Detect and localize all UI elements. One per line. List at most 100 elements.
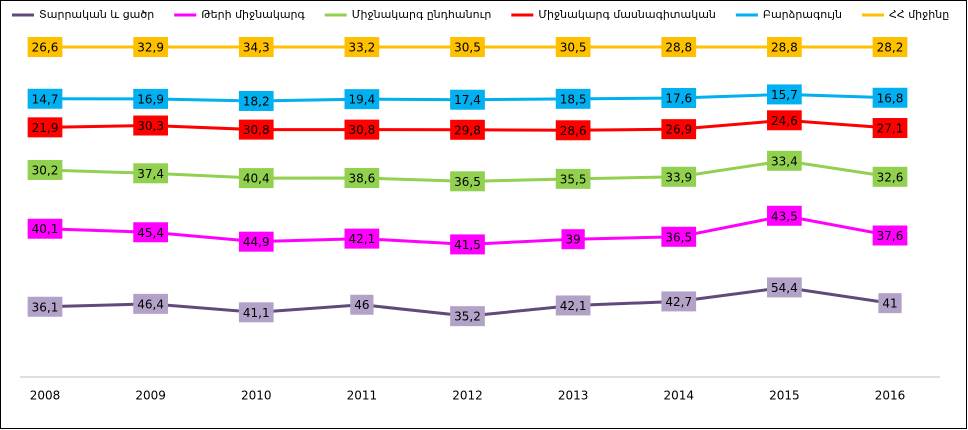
data-label-box — [450, 234, 485, 255]
data-label-text: 33,4 — [771, 154, 798, 168]
data-label-text: 33,2 — [349, 41, 376, 55]
data-label: 17,6 — [661, 87, 697, 108]
data-label-text: 26,6 — [32, 41, 59, 55]
data-label-box — [661, 226, 697, 247]
data-label-text: 42,1 — [560, 299, 587, 313]
data-label-box — [238, 168, 274, 189]
data-label-text: 40,4 — [243, 172, 270, 186]
data-label-box — [767, 110, 802, 131]
data-label-text: 41,1 — [243, 306, 270, 320]
data-label-box — [344, 89, 380, 110]
data-label-text: 34,3 — [243, 41, 270, 55]
data-label: 16,9 — [133, 88, 168, 109]
data-label-text: 36,5 — [454, 175, 481, 189]
legend-label: Տարրական և ցածր — [39, 8, 154, 21]
data-label-text: 28,8 — [665, 41, 692, 55]
legend-label: Բարձրագույն — [763, 8, 842, 21]
data-label: 40,4 — [238, 168, 274, 189]
data-label-box — [27, 117, 63, 138]
data-label-text: 38,6 — [349, 171, 376, 185]
x-tick-label: 2016 — [875, 389, 906, 403]
data-label-text: 18,5 — [560, 92, 587, 106]
data-label: 30,2 — [27, 159, 63, 180]
data-label-text: 54,4 — [771, 281, 798, 295]
data-label-box — [27, 296, 63, 317]
data-label: 28,6 — [555, 120, 591, 141]
data-label-text: 30,3 — [137, 119, 164, 133]
data-label-text: 32,9 — [137, 41, 164, 55]
data-label-box — [27, 88, 63, 109]
data-label-box — [555, 168, 591, 189]
legend-label: Թերի միջնակարգ — [201, 8, 305, 21]
data-label-box — [133, 293, 168, 314]
data-label-text: 35,2 — [454, 310, 481, 324]
data-label-box — [661, 37, 697, 57]
data-label-box — [661, 291, 697, 312]
data-label-text: 29,8 — [454, 123, 481, 137]
data-label-text: 32,6 — [877, 170, 904, 184]
data-label: 43,5 — [767, 205, 802, 226]
data-label-box — [133, 115, 168, 136]
data-label-text: 15,7 — [771, 88, 798, 102]
data-label-text: 42,7 — [665, 295, 692, 309]
x-tick-label: 2014 — [663, 389, 694, 403]
data-label-box — [872, 87, 908, 108]
data-label: 30,5 — [450, 37, 485, 57]
data-label-box — [344, 37, 380, 57]
x-tick-label: 2008 — [30, 389, 61, 403]
data-label-box — [878, 293, 902, 314]
data-label-box — [767, 205, 802, 226]
data-label-box — [450, 37, 485, 57]
data-label-text: 17,4 — [454, 93, 481, 107]
data-label: 32,6 — [872, 166, 908, 187]
data-label: 45,4 — [133, 222, 168, 243]
data-label-box — [350, 294, 374, 315]
data-label-box — [872, 166, 908, 187]
x-tick-label: 2015 — [769, 389, 800, 403]
data-label-text: 42,1 — [349, 232, 376, 246]
data-label-text: 30,5 — [454, 41, 481, 55]
data-label-text: 43,5 — [771, 209, 798, 223]
data-label-text: 26,9 — [665, 123, 692, 137]
data-label: 28,8 — [767, 37, 802, 57]
data-label-text: 39 — [565, 233, 580, 247]
data-label-text: 28,8 — [771, 41, 798, 55]
data-label: 29,8 — [450, 119, 485, 140]
data-label: 42,1 — [555, 295, 591, 316]
data-label: 40,1 — [27, 218, 63, 239]
data-label-text: 30,2 — [32, 163, 59, 177]
data-label: 34,3 — [238, 37, 274, 57]
data-label: 36,1 — [27, 296, 63, 317]
data-label-text: 46,4 — [137, 297, 164, 311]
data-label-box — [661, 166, 697, 187]
data-label-text: 41,5 — [454, 238, 481, 252]
data-label: 33,2 — [344, 37, 380, 57]
data-label: 30,5 — [555, 37, 591, 57]
data-label: 30,8 — [344, 119, 380, 140]
x-tick-label: 2012 — [452, 389, 483, 403]
data-label: 17,4 — [450, 89, 485, 110]
data-label-text: 14,7 — [32, 92, 59, 106]
data-label-box — [555, 37, 591, 57]
data-label-text: 21,9 — [32, 121, 59, 135]
data-label: 32,9 — [133, 37, 168, 57]
data-label-box — [450, 306, 485, 327]
data-label-text: 30,8 — [349, 123, 376, 137]
data-label-box — [238, 37, 274, 57]
data-label-box — [767, 150, 802, 171]
data-label-box — [344, 228, 380, 249]
data-label-box — [238, 90, 274, 111]
data-label-box — [872, 37, 908, 57]
data-label-text: 16,8 — [877, 91, 904, 105]
data-label-text: 17,6 — [665, 91, 692, 105]
data-label-text: 33,9 — [665, 170, 692, 184]
data-label: 19,4 — [344, 89, 380, 110]
data-label-box — [238, 231, 274, 252]
data-label-box — [661, 119, 697, 140]
data-label: 41,5 — [450, 234, 485, 255]
data-label-text: 24,6 — [771, 114, 798, 128]
data-label-text: 28,6 — [560, 124, 587, 138]
data-label: 18,5 — [555, 88, 591, 109]
data-label: 28,2 — [872, 37, 908, 57]
